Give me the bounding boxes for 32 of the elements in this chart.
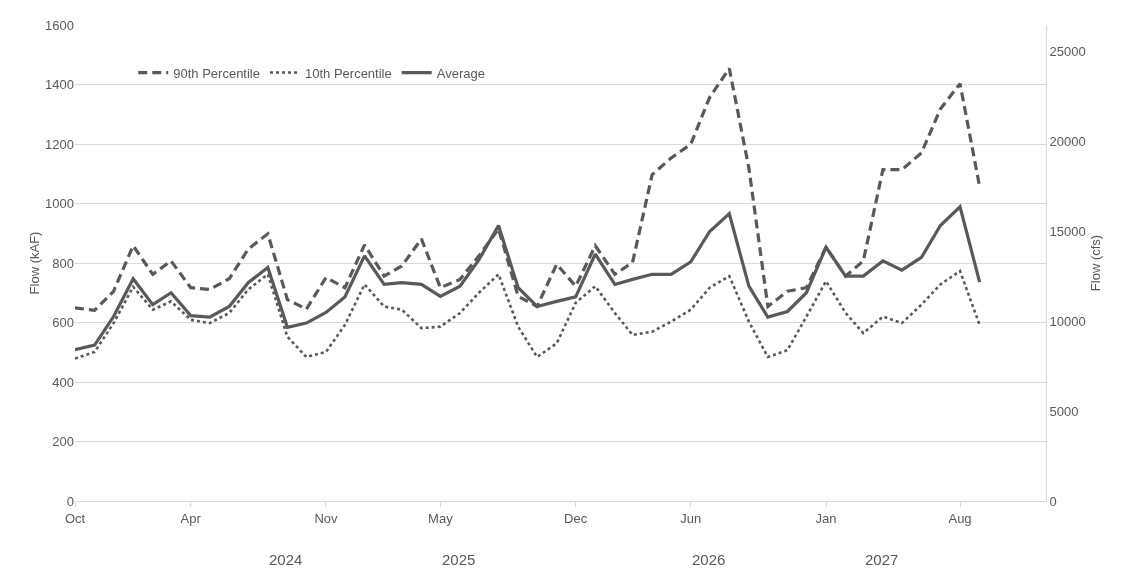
x-tick-label: Jun [680,510,702,526]
x-tick-label: Dec [564,510,588,526]
x-tick-label: May [428,510,454,526]
y2-tick-label: 5000 [1049,403,1079,419]
x-tick-label: Nov [314,510,339,526]
y-tick-label: 1200 [45,136,74,152]
y2-tick-label: 20000 [1049,133,1086,149]
y-tick-label: 1000 [45,196,74,212]
x-tick-label: Jan [815,510,837,526]
text: 2025 [442,551,476,568]
y-axis-title: Flow (kAF) [27,231,42,295]
y2-axis-title: Flow (cfs) [1087,234,1103,292]
y-tick-label: 800 [52,255,74,271]
legend-label: 90th Percentile [173,65,260,81]
text: 2024 [269,551,303,568]
y-tick-label: 600 [52,315,74,331]
y-tick-label: 1400 [45,77,74,93]
x-tick-label: Apr [180,510,202,526]
y2-tick-label: 25000 [1049,43,1086,59]
x-tick-label: Aug [948,510,972,526]
y2-tick-label: 10000 [1049,313,1086,329]
y-tick-label: 0 [66,493,74,509]
y-tick-label: 1600 [45,17,74,33]
legend-label: Average [436,65,485,81]
y-tick-label: 200 [52,434,74,450]
text: 2027 [865,551,899,568]
text: 2026 [692,551,726,568]
y-tick-label: 400 [52,374,74,390]
y2-tick-label: 15000 [1049,223,1086,239]
x-tick-label: Oct [64,510,86,526]
legend-label: 10th Percentile [304,65,392,81]
y2-tick-label: 0 [1049,493,1057,509]
